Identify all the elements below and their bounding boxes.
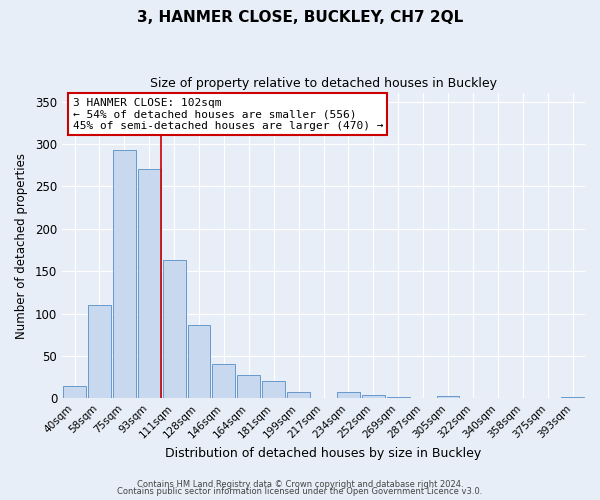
Bar — [362, 395, 385, 398]
Y-axis label: Number of detached properties: Number of detached properties — [15, 152, 28, 338]
Bar — [63, 386, 86, 398]
Text: 3 HANMER CLOSE: 102sqm
← 54% of detached houses are smaller (556)
45% of semi-de: 3 HANMER CLOSE: 102sqm ← 54% of detached… — [73, 98, 383, 131]
Bar — [437, 396, 460, 398]
Text: 3, HANMER CLOSE, BUCKLEY, CH7 2QL: 3, HANMER CLOSE, BUCKLEY, CH7 2QL — [137, 10, 463, 25]
Bar — [163, 260, 185, 398]
Bar — [238, 376, 260, 398]
Bar — [561, 396, 584, 398]
Bar — [262, 382, 285, 398]
Text: Contains public sector information licensed under the Open Government Licence v3: Contains public sector information licen… — [118, 487, 482, 496]
Bar — [212, 364, 235, 398]
X-axis label: Distribution of detached houses by size in Buckley: Distribution of detached houses by size … — [166, 447, 482, 460]
Title: Size of property relative to detached houses in Buckley: Size of property relative to detached ho… — [150, 78, 497, 90]
Bar — [188, 324, 211, 398]
Text: Contains HM Land Registry data © Crown copyright and database right 2024.: Contains HM Land Registry data © Crown c… — [137, 480, 463, 489]
Bar — [113, 150, 136, 398]
Bar — [287, 392, 310, 398]
Bar — [337, 392, 360, 398]
Bar — [88, 305, 111, 398]
Bar — [387, 396, 410, 398]
Bar — [138, 170, 161, 398]
